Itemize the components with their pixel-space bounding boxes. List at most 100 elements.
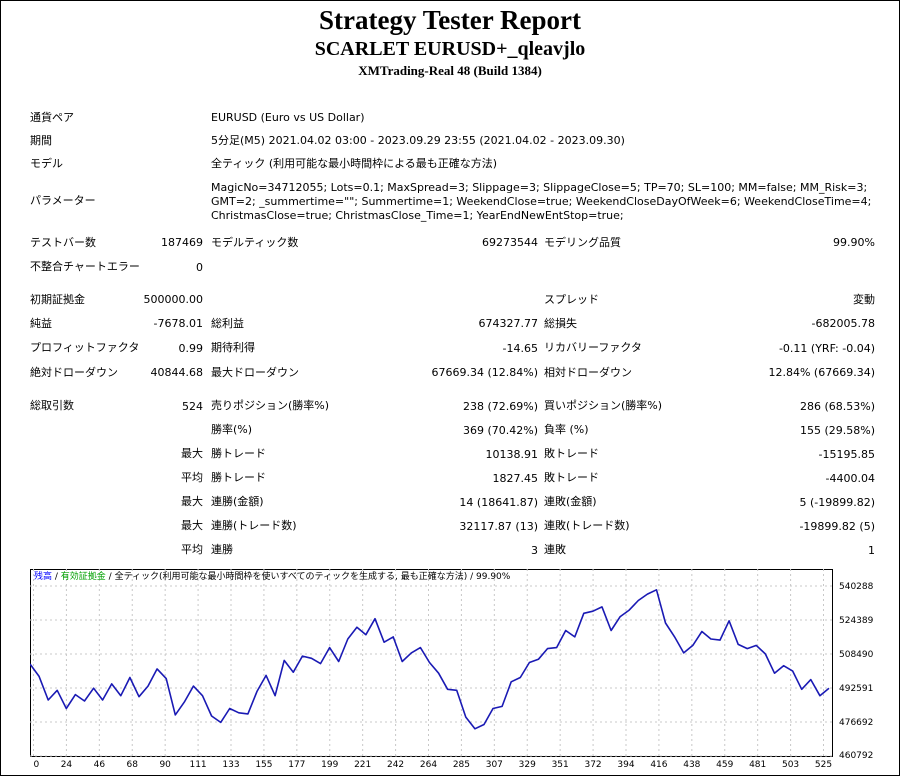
model-ticks-value: 69273544 [482,236,538,249]
x-tick-label: 372 [584,760,601,770]
x-tick-label: 394 [617,760,634,770]
absolute-drawdown-label: 絶対ドローダウン [30,366,118,379]
short-positions-label: 売りポジション(勝率%) [211,399,330,412]
win-rate-value: 369 (70.42%) [462,424,538,437]
x-tick-label: 133 [222,760,239,770]
modeling-quality-label: モデリング品質 [544,236,621,249]
initial-deposit-label: 初期証拠金 [30,293,85,306]
largest-profit-trade-value: 10138.91 [485,448,539,461]
average-consecutive-losses-value: 1 [868,544,875,557]
largest-loss-trade-label: 敗トレード [544,447,599,460]
x-tick-label: 242 [387,760,404,770]
loss-rate-label: 負率 (%) [544,423,589,436]
legend-balance: 残高 [34,570,52,582]
modeling-quality-value: 99.90% [833,236,875,249]
x-tick-label: 68 [127,760,139,770]
relative-drawdown-label: 相対ドローダウン [544,366,632,379]
max-consecutive-prefix: 最大 [181,495,203,508]
x-tick-label: 111 [189,760,206,770]
average-profit-trade-value: 1827.45 [492,472,539,485]
x-tick-label: 416 [650,760,667,770]
balance-line [30,588,830,730]
average-loss-trade-label: 敗トレード [544,471,599,484]
x-tick-label: 525 [815,760,832,770]
mismatched-errors-value: 0 [196,261,203,274]
server-build: XMTrading-Real 48 (Build 1384) [358,63,542,78]
y-tick-label: 492591 [839,684,873,694]
max-consecutive-wins-value: 14 (18641.87) [459,496,538,509]
plot-frame [30,569,833,757]
parameters-label: パラメーター [30,194,96,207]
gross-profit-label: 総利益 [211,317,244,330]
x-tick-label: 0 [34,760,40,770]
largest-profit-trade-label: 勝トレード [211,447,266,460]
model-ticks-label: モデルティック数 [211,236,299,249]
legend-separator: / [52,572,61,582]
spread-value: 変動 [853,293,875,306]
max-consecutive-wins-label: 連勝(金額) [211,495,264,508]
profit-factor-label: プロフィットファクタ [30,341,140,354]
x-tick-label: 177 [288,760,305,770]
max-consecutive-losses-label: 連敗(金額) [544,495,597,508]
expected-payoff-label: 期待利得 [211,341,255,354]
x-tick-label: 46 [94,760,106,770]
profit-factor-value: 0.99 [178,342,204,355]
x-tick-label: 155 [255,760,272,770]
average-profit-trade-label: 勝トレード [211,471,266,484]
maximal-drawdown-value: 67669.34 (12.84%) [431,366,538,379]
absolute-drawdown-value: 40844.68 [150,366,204,379]
loss-rate-value: 155 (29.58%) [799,424,875,437]
test-bars-value: 187469 [161,236,203,249]
x-tick-label: 459 [716,760,733,770]
maximal-consecutive-profit-label: 連勝(トレード数) [211,519,297,532]
spread-label: スプレッド [544,293,599,306]
report-title: Strategy Tester Report [319,5,581,35]
largest-loss-trade-value: -15195.85 [818,448,875,461]
y-tick-label: 460792 [839,751,873,761]
average-consecutive-wins-value: 3 [531,544,538,557]
net-profit-value: -7678.01 [153,317,203,330]
recovery-factor-label: リカバリーファクタ [544,341,642,354]
average-consecutive-prefix: 平均 [181,543,203,556]
x-tick-label: 481 [749,760,766,770]
total-trades-label: 総取引数 [30,399,74,412]
gross-loss-value: -682005.78 [811,317,875,330]
legend-equity: 有効証拠金 [61,570,106,582]
x-tick-label: 351 [552,760,569,770]
report-subtitle: SCARLET EURUSD+_qleavjlo [314,38,586,60]
largest-prefix: 最大 [181,447,203,460]
symbol-label: 通貨ペア [30,111,74,124]
legend-separator: / [467,572,476,582]
average-loss-trade-value: -4400.04 [825,472,875,485]
total-trades-value: 524 [182,400,203,413]
gross-profit-value: 674327.77 [478,317,539,330]
recovery-factor-value: -0.11 (YRF: -0.04) [778,342,875,355]
x-tick-label: 90 [159,760,171,770]
y-tick-label: 476692 [839,718,873,728]
legend-separator: / [106,572,115,582]
win-rate-label: 勝率(%) [211,423,253,436]
x-tick-label: 24 [61,760,73,770]
period-value: 5分足(M5) 2021.04.02 03:00 - 2023.09.29 23… [211,134,625,147]
x-tick-label: 264 [420,760,437,770]
chart-legend: 残高 / 有効証拠金 / 全ティック(利用可能な最小時間枠を使いすべてのティック… [34,570,511,582]
x-tick-label: 307 [486,760,503,770]
expected-payoff-value: -14.65 [502,342,538,355]
maximal-consecutive-profit-value: 32117.87 (13) [459,520,538,533]
long-positions-label: 買いポジション(勝率%) [544,399,663,412]
maximal-consecutive-prefix: 最大 [181,519,203,532]
long-positions-value: 286 (68.53%) [799,400,875,413]
average-prefix: 平均 [181,471,203,484]
period-label: 期間 [30,134,52,147]
y-tick-label: 540288 [839,582,874,592]
x-tick-label: 221 [354,760,371,770]
net-profit-label: 純益 [30,317,52,330]
max-consecutive-losses-value: 5 (-19899.82) [799,496,875,509]
balance-chart-svg: 540288 524389 508490 492591 476692 460792 0 24… [30,569,874,770]
symbol-value: EURUSD (Euro vs US Dollar) [211,111,365,124]
x-tick-label: 199 [321,760,338,770]
parameters-value: MagicNo=34712055; Lots=0.1; MaxSpread=3;… [211,181,872,222]
average-consecutive-losses-label: 連敗 [544,543,566,556]
gross-loss-label: 総損失 [544,317,577,330]
average-consecutive-wins-label: 連勝 [211,543,233,556]
